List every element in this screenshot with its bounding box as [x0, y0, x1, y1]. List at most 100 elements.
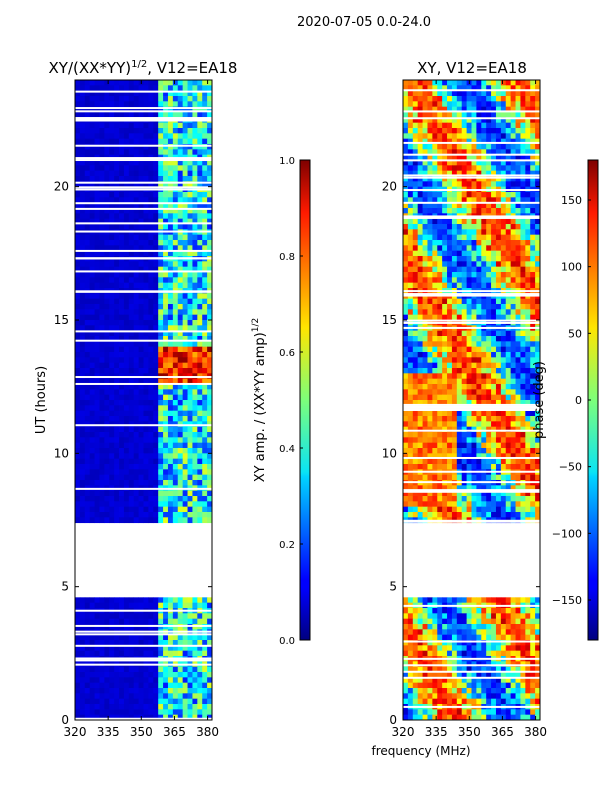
- phase-heat-cell: [530, 352, 536, 358]
- phase-heat-cell: [491, 96, 497, 102]
- phase-heat-cell: [520, 245, 526, 252]
- amplitude-heat-cell: [197, 618, 203, 625]
- amplitude-heat-cell: [187, 314, 193, 321]
- amplitude-heat-cell: [123, 357, 130, 364]
- phase-heat-cell: [461, 250, 467, 257]
- amplitude-heat-cell: [123, 400, 130, 406]
- phase-heat-cell: [447, 133, 453, 140]
- phase-heat-cell: [451, 149, 458, 156]
- amplitude-heat-cell: [172, 496, 179, 502]
- phase-heat-cell: [500, 298, 507, 305]
- phase-heat-cell: [525, 128, 531, 134]
- amplitude-heat-cell: [119, 224, 125, 230]
- phase-heat-cell: [476, 138, 482, 145]
- amplitude-heat-cell: [104, 709, 110, 716]
- phase-heat-cell: [466, 314, 472, 321]
- amplitude-heat-cell: [84, 400, 91, 406]
- amplitude-heat-cell: [109, 714, 115, 721]
- phase-heat-cell: [471, 426, 477, 433]
- amplitude-heat-cell: [143, 613, 149, 620]
- phase-heat-cell: [525, 384, 531, 390]
- amplitude-heat-cell: [133, 298, 139, 305]
- amplitude-heat-cell: [75, 688, 81, 694]
- amplitude-flag-line: [75, 644, 212, 647]
- amplitude-heat-cell: [167, 421, 174, 428]
- phase-heat-cell: [481, 400, 487, 406]
- amplitude-heat-cell: [187, 704, 193, 710]
- phase-heat-cell: [491, 154, 497, 161]
- amplitude-heat-cell: [128, 517, 135, 524]
- amplitude-heat-cell: [84, 245, 91, 252]
- phase-heat-cell: [461, 234, 467, 241]
- phase-heat-cell: [491, 362, 497, 369]
- phase-heat-cell: [422, 250, 428, 257]
- amplitude-heat-cell: [133, 464, 139, 470]
- phase-heat-cell: [515, 373, 521, 380]
- phase-heat-cell: [466, 400, 472, 406]
- amplitude-heat-cell: [128, 602, 135, 609]
- phase-heat-cell: [505, 341, 512, 348]
- amplitude-heat-cell: [192, 133, 198, 140]
- amplitude-heat-cell: [104, 597, 110, 604]
- phase-heat-cell: [437, 272, 443, 278]
- phase-heat-cell: [530, 80, 536, 86]
- amplitude-heat-cell: [207, 144, 213, 150]
- phase-heat-cell: [505, 298, 512, 305]
- amplitude-heat-cell: [99, 277, 105, 284]
- amplitude-heat-cell: [167, 416, 174, 422]
- phase-heat-cell: [510, 298, 516, 305]
- amplitude-heat-cell: [75, 640, 81, 646]
- phase-heat-cell: [535, 101, 541, 108]
- amplitude-heat-cell: [187, 496, 193, 502]
- phase-heat-cell: [505, 90, 512, 97]
- amplitude-heat-cell: [192, 144, 198, 150]
- phase-heat-cell: [535, 133, 541, 140]
- phase-heat-cell: [525, 378, 531, 385]
- amplitude-heat-cell: [148, 192, 154, 198]
- phase-heat-cell: [437, 138, 443, 145]
- phase-heat-cell: [510, 234, 516, 241]
- amplitude-heat-cell: [187, 448, 193, 454]
- phase-heat-cell: [505, 197, 512, 204]
- phase-heat-cell: [505, 362, 512, 369]
- amplitude-heat-cell: [109, 320, 115, 326]
- amplitude-heat-cell: [75, 474, 81, 481]
- amplitude-heat-cell: [99, 325, 105, 332]
- phase-heat-cell: [456, 378, 463, 385]
- phase-heat-cell: [427, 298, 433, 305]
- amplitude-heat-cell: [138, 453, 144, 460]
- amplitude-heat-cell: [89, 176, 95, 182]
- amplitude-heat-cell: [138, 277, 144, 284]
- amplitude-heat-cell: [84, 138, 91, 145]
- phase-heat-cell: [456, 426, 463, 433]
- amplitude-heat-cell: [109, 517, 115, 524]
- amplitude-heat-cell: [79, 453, 86, 460]
- phase-heat-cell: [530, 128, 536, 134]
- amplitude-heat-cell: [123, 613, 130, 620]
- phase-heat-cell: [535, 85, 541, 92]
- amplitude-heat-cell: [148, 384, 154, 390]
- amplitude-heat-cell: [128, 245, 135, 252]
- phase-heat-cell: [427, 224, 433, 230]
- phase-heat-cell: [486, 362, 492, 369]
- amplitude-heat-cell: [172, 197, 179, 204]
- phase-heat-cell: [422, 218, 428, 225]
- amplitude-heat-cell: [158, 602, 164, 609]
- phase-heat-cell: [417, 378, 423, 385]
- amplitude-heat-cell: [182, 224, 188, 230]
- phase-heat-cell: [500, 378, 507, 385]
- amplitude-heat-cell: [202, 202, 208, 209]
- amplitude-heat-cell: [187, 378, 193, 385]
- amplitude-heat-cell: [79, 304, 86, 310]
- amplitude-heat-cell: [94, 213, 100, 220]
- phase-heat-cell: [515, 128, 521, 134]
- amplitude-heat-cell: [89, 506, 95, 513]
- phase-heat-cell: [456, 394, 463, 401]
- amplitude-heat-cell: [163, 170, 169, 177]
- amplitude-heat-cell: [89, 293, 95, 300]
- amplitude-heat-cell: [79, 709, 86, 716]
- phase-heat-cell: [530, 138, 536, 145]
- phase-heat-cell: [456, 85, 463, 92]
- amplitude-heat-cell: [192, 304, 198, 310]
- amplitude-flag-line: [75, 157, 212, 160]
